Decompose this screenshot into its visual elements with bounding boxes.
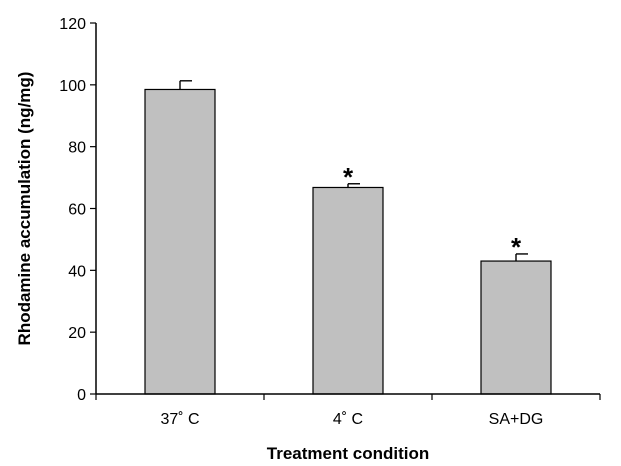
y-tick-label: 40 bbox=[68, 263, 86, 280]
x-tick-label: 37˚ C bbox=[160, 411, 199, 428]
bar bbox=[144, 88, 216, 395]
y-tick-label: 0 bbox=[77, 387, 86, 404]
x-tick-label: SA+DG bbox=[489, 411, 544, 428]
y-tick-label: 20 bbox=[68, 325, 86, 342]
bars: ** bbox=[144, 80, 552, 395]
x-tick-label: 4˚ C bbox=[333, 411, 363, 428]
y-tick-label: 80 bbox=[68, 140, 86, 157]
significance-marker: * bbox=[511, 232, 522, 262]
bar bbox=[312, 186, 384, 395]
y-tick-label: 120 bbox=[59, 16, 86, 33]
x-axis-ticks: 37˚ C 4˚ C SA+DG bbox=[95, 394, 601, 428]
significance-marker: * bbox=[343, 162, 354, 192]
bar bbox=[480, 260, 552, 395]
x-axis-title: Treatment condition bbox=[267, 444, 429, 463]
y-tick-label: 100 bbox=[59, 78, 86, 95]
y-axis-ticks: 0 20 40 60 80 100 120 bbox=[59, 16, 96, 404]
y-axis-title: Rhodamine accumulation (ng/mg) bbox=[15, 72, 34, 346]
y-tick-label: 60 bbox=[68, 202, 86, 219]
